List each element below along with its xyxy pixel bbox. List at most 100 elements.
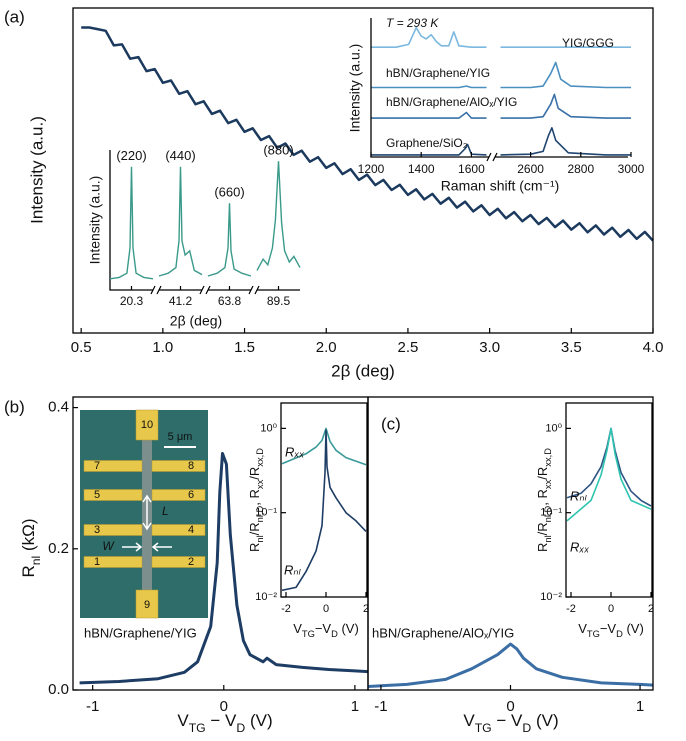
x-axis-label-part: D — [616, 629, 623, 639]
contact-label: 5 — [94, 489, 100, 501]
x-tick-label: -1 — [374, 698, 387, 715]
y-tick-label: 10⁻² — [540, 591, 562, 603]
x-axis-label-part: V — [578, 621, 587, 636]
x-axis-label-part: TG — [189, 721, 206, 735]
x-tick-label: 3000 — [618, 162, 645, 176]
x-tick-label: 0 — [506, 698, 514, 715]
contact-pad — [135, 589, 159, 619]
panel-label: (a) — [4, 7, 25, 26]
peak-label: (220) — [116, 148, 146, 163]
y-axis-label-part: (kΩ) — [19, 518, 38, 555]
contact-pad — [83, 489, 143, 501]
axes-frame — [280, 402, 368, 598]
axis-break — [486, 152, 498, 162]
width-arrow — [122, 542, 172, 552]
width-label: W — [102, 539, 115, 553]
data-line — [81, 26, 654, 242]
contact-label: 4 — [188, 524, 194, 536]
series-label: Rₙₗ — [284, 562, 302, 577]
contact-pad — [151, 524, 206, 536]
caption: hBN/Graphene/YIG — [84, 625, 197, 640]
axis-break-gap — [488, 155, 495, 159]
contact-pad — [83, 556, 143, 568]
y-axis-label-part: /R — [247, 522, 262, 535]
y-axis-label: Intensity (a.u.) — [27, 116, 46, 224]
y-tick-label: 10⁻² — [255, 591, 277, 603]
annotation: T = 293 K — [386, 16, 439, 30]
x-tick-label: 1 — [636, 698, 644, 715]
y-axis-label-part: , R — [535, 489, 550, 506]
x-axis-label-part: V — [177, 711, 189, 730]
scale-bar-label: 5 μm — [168, 431, 193, 443]
y-axis-label-part: R — [535, 543, 550, 552]
y-axis-label-part: xx — [543, 479, 553, 489]
data-line — [158, 166, 203, 277]
length-arrow — [142, 494, 152, 531]
data-line — [371, 93, 631, 119]
series-label: Rₓₓ — [570, 539, 589, 554]
y-axis-label-part: nl,D — [255, 505, 265, 522]
x-axis-label-part: −V — [315, 621, 332, 636]
contact-label: 7 — [94, 460, 100, 472]
data-line — [566, 427, 652, 522]
data-line — [281, 429, 367, 592]
contact-label: 2 — [188, 556, 194, 568]
x-axis-label: 2β (deg) — [331, 361, 395, 380]
y-axis-label-part: nl — [29, 556, 43, 566]
x-axis-label-part: V — [293, 621, 302, 636]
data-line — [281, 427, 367, 466]
x-axis-label: VTG − VD (V) — [463, 711, 558, 735]
x-axis-label-part: (V) — [338, 621, 359, 636]
data-line — [109, 166, 154, 280]
x-tick-label: 1600 — [458, 162, 485, 176]
x-axis-label-part: (V) — [245, 711, 272, 730]
series-label: hBN/Graphene/AlOₓ/YIG — [386, 95, 517, 109]
x-axis-label-part: −V — [600, 621, 617, 636]
y-axis-label-part: , R — [247, 489, 262, 506]
x-tick-label: 3.0 — [479, 339, 500, 356]
axes-frame — [109, 150, 300, 291]
axis-break — [199, 285, 211, 295]
peak-label: (440) — [165, 148, 195, 163]
x-tick-label: 1 — [351, 698, 359, 715]
axis-break-gap — [251, 288, 257, 292]
x-tick-label: 0.5 — [71, 339, 92, 356]
y-axis-label: Rnl (kΩ) — [19, 518, 43, 577]
contact-label: 9 — [144, 599, 150, 611]
x-tick-label: -2 — [566, 603, 576, 615]
y-axis-label-part: xx,D — [255, 448, 265, 467]
y-tick-label: 0.0 — [48, 681, 69, 698]
data-line — [371, 61, 631, 89]
contact-pad — [151, 556, 206, 568]
x-tick-label: 2.5 — [397, 339, 418, 356]
x-tick-label: 3.5 — [561, 339, 582, 356]
x-tick-label: 89.5 — [267, 294, 291, 308]
contact-pad — [151, 489, 206, 501]
x-tick-label: 0 — [220, 698, 228, 715]
y-tick-label: 10⁰ — [260, 422, 277, 434]
x-tick-label: 1200 — [358, 162, 385, 176]
y-tick-label: 10⁰ — [545, 422, 562, 434]
x-axis-label: VTG−VD (V) — [578, 621, 644, 639]
contact-pad — [135, 409, 159, 441]
data-line — [79, 452, 369, 685]
length-label: L — [162, 504, 169, 518]
x-tick-label: 2 — [363, 603, 369, 615]
x-axis-label: 2β (deg) — [170, 313, 222, 329]
data-line — [367, 642, 654, 688]
x-tick-label: 2 — [648, 603, 654, 615]
series-label: Rₙₗ — [570, 488, 588, 503]
y-axis-label-part: R — [247, 543, 262, 552]
x-tick-label: 2800 — [567, 162, 594, 176]
y-axis-label-part: nl,D — [543, 505, 553, 522]
x-tick-label: 63.8 — [218, 294, 242, 308]
x-tick-label: 0 — [323, 603, 329, 615]
x-tick-label: 1.0 — [152, 339, 173, 356]
axes-frame — [72, 7, 654, 334]
x-tick-label: 0 — [608, 603, 614, 615]
axis-break-gap — [153, 288, 159, 292]
y-axis-label-part: xx — [255, 479, 265, 489]
x-axis-label-part: (V) — [623, 621, 644, 636]
y-axis-label-part: nl — [543, 535, 553, 542]
